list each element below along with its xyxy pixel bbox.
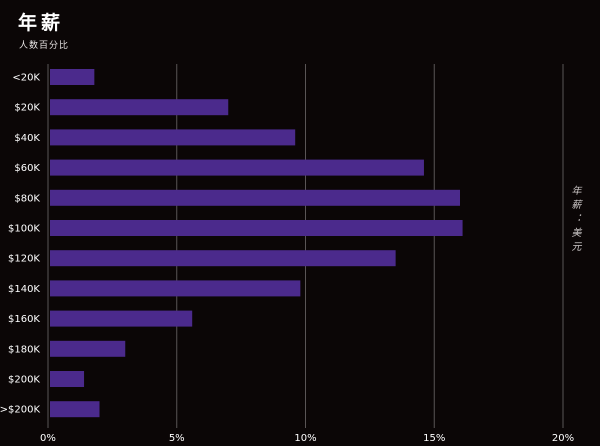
- bar: [50, 401, 100, 418]
- y-axis-label: 年薪：美元: [569, 185, 580, 255]
- x-tick-label: 15%: [423, 433, 445, 444]
- y-tick-label: $100K: [8, 224, 40, 235]
- y-tick-label: $140K: [8, 284, 40, 295]
- bar: [50, 129, 296, 146]
- x-tick-label: 5%: [169, 433, 185, 444]
- y-tick-label: $20K: [14, 103, 40, 114]
- y-tick-label: $80K: [14, 193, 40, 204]
- y-tick-label: $180K: [8, 344, 40, 355]
- bar: [50, 340, 126, 357]
- y-tick-label: $60K: [14, 163, 40, 174]
- y-tick-label: $200K: [8, 375, 40, 386]
- y-tick-label: $160K: [8, 314, 40, 325]
- y-tick-label: $120K: [8, 254, 40, 265]
- bar: [50, 220, 463, 236]
- bar: [50, 310, 193, 327]
- bar: [50, 371, 85, 387]
- y-tick-label: >$200K: [0, 405, 40, 416]
- bar: [50, 189, 460, 206]
- y-tick-label: <20K: [12, 73, 40, 84]
- bar: [50, 99, 229, 116]
- x-tick-label: 0%: [40, 433, 56, 444]
- bars: [50, 69, 463, 418]
- y-tick-label: $40K: [14, 133, 40, 144]
- bar: [50, 280, 301, 297]
- x-tick-label: 10%: [294, 433, 316, 444]
- x-tick-labels: 0% 5% 10% 15% 20%: [40, 433, 574, 444]
- chart-subtitle: 人数百分比: [19, 41, 70, 51]
- chart-title: 年薪: [18, 12, 65, 34]
- grid-lines: [47, 64, 564, 428]
- bar: [50, 250, 396, 267]
- bar: [50, 159, 424, 176]
- bar: [50, 69, 95, 85]
- y-tick-labels: <20K $20K $40K $60K $80K $100K $120K $140K $160K…: [0, 73, 40, 416]
- x-tick-label: 20%: [552, 433, 574, 444]
